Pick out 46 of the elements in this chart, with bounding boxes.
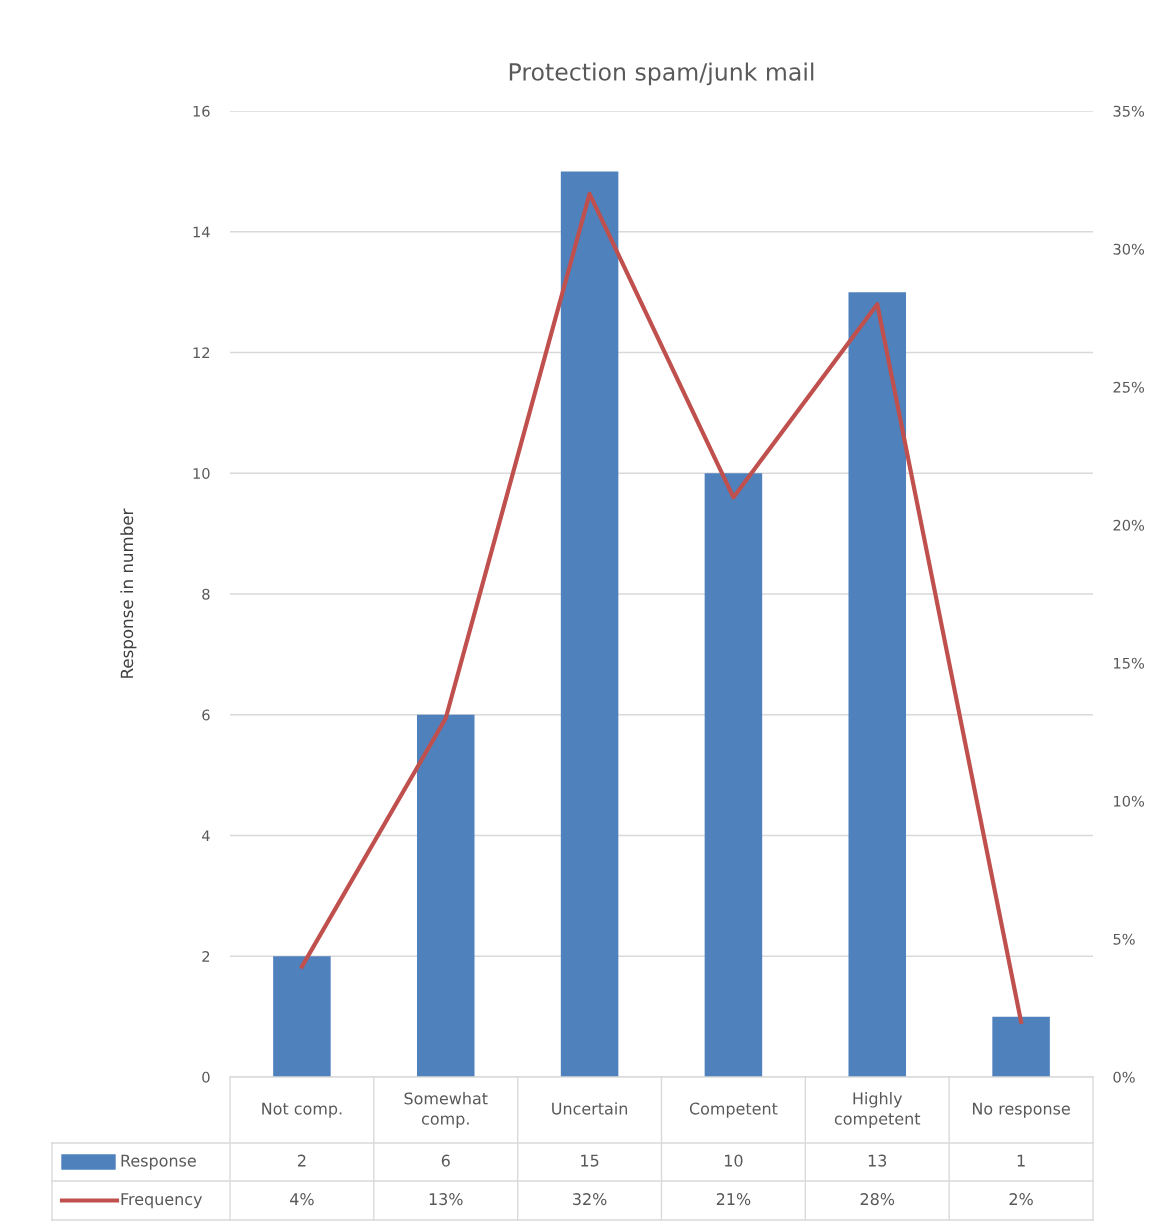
legend-label: Frequency [121,1193,203,1209]
y2-tick-label: 30% [1113,243,1145,255]
bar [416,714,475,1077]
y2-tick-label: 15% [1114,657,1145,669]
chart-title: Protection spam/junk mail [509,62,814,86]
bar [848,292,907,1077]
x-tick-label: Somewhat comp. [404,1092,488,1128]
data-label: 15 [581,1154,599,1167]
data-label: 21% [716,1193,751,1206]
y2-tick-label: 25% [1113,381,1145,393]
data-label: 32% [573,1193,607,1206]
data-label: 6 [441,1154,450,1167]
bar [560,171,619,1077]
data-label: 10 [725,1154,743,1167]
line-series [299,191,1024,1024]
data-label: 1 [1017,1154,1025,1167]
x-tick-label: No response [972,1102,1070,1118]
legend-label: Response [121,1154,196,1170]
y-tick-label: 14 [193,226,210,238]
y-tick-label: 12 [193,347,210,359]
y-tick-label: 0 [202,1071,210,1083]
y-tick-label: 8 [202,588,210,600]
data-label: 4% [290,1193,314,1206]
x-tick-label: Competent [689,1102,778,1118]
data-label: 28% [860,1193,895,1206]
y-tick-label: 4 [201,830,210,842]
bar [704,473,763,1077]
y2-tick-label: 10% [1114,795,1145,807]
x-tick-label: Not comp. [262,1102,342,1118]
y-tick-label: 6 [202,709,210,721]
y2-tick-label: 0% [1113,1071,1135,1083]
data-label: 13% [429,1193,463,1206]
x-tick-label: Uncertain [552,1102,628,1115]
y-tick-label: 10 [193,467,210,479]
data-label: 13 [868,1154,887,1167]
y-tick-label: 2 [202,950,210,962]
y2-tick-label: 35% [1113,105,1145,117]
y-axis-title: Response in number [120,508,137,678]
x-tick-label: Highly competent [834,1092,921,1128]
bar [992,1016,1050,1077]
data-label: 2% [1009,1193,1033,1206]
y2-tick-label: 5% [1113,933,1135,945]
y2-tick-label: 20% [1113,519,1145,531]
y-tick-label: 16 [193,105,210,117]
bar [273,956,331,1077]
data-label: 2 [298,1154,306,1167]
